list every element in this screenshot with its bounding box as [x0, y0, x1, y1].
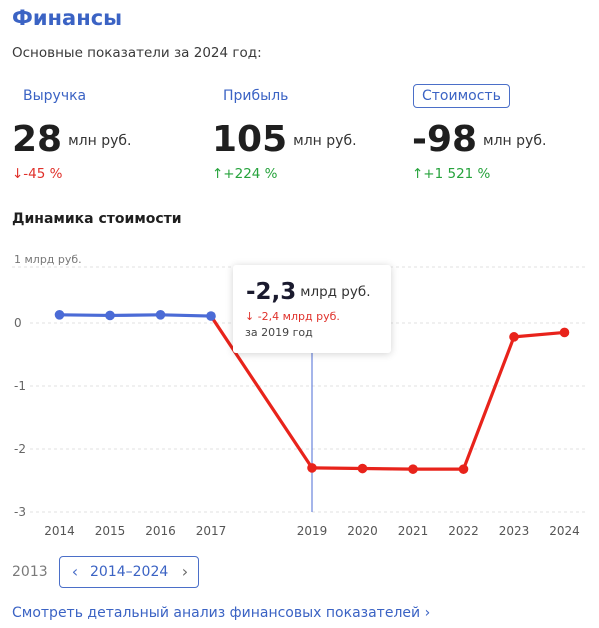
data-point-2016: [155, 310, 166, 320]
range-current: 2014–2024: [90, 564, 169, 580]
x-tick-label: 2019: [297, 524, 328, 538]
data-point-2020: [357, 463, 368, 474]
series-segment: [209, 314, 314, 470]
revenue-unit: млн руб.: [68, 133, 132, 149]
series-segment: [108, 313, 163, 318]
y-tick-label: -2: [14, 442, 26, 456]
data-point-2015: [105, 310, 115, 321]
cost-unit: млн руб.: [483, 133, 547, 149]
detailed-analysis-link[interactable]: Смотреть детальный анализ финансовых пок…: [12, 605, 431, 621]
y-tick-label: -1: [14, 379, 26, 393]
tooltip-delta: ↓ -2,4 млрд руб.: [245, 310, 340, 323]
chart-tooltip: -2,3 млрд руб. ↓ -2,4 млрд руб. за 2019 г…: [233, 265, 391, 353]
section-subtitle: Основные показатели за 2024 год:: [12, 45, 262, 61]
data-point-2019: [307, 463, 317, 473]
x-tick-label: 2023: [499, 524, 530, 538]
x-tick-label: 2014: [44, 524, 75, 538]
profit-value: 105 млн руб.: [212, 118, 357, 163]
data-point-2024: [559, 327, 570, 338]
data-point-2017: [206, 311, 216, 321]
x-tick-label: 2022: [448, 524, 479, 538]
profit-change: ↑+224 %: [212, 166, 278, 182]
series-segment: [512, 330, 567, 339]
revenue-value: 28 млн руб.: [12, 118, 131, 163]
section-title: Финансы: [12, 6, 123, 30]
revenue-number: 28: [12, 119, 63, 160]
range-previous-link[interactable]: 2013: [12, 564, 48, 580]
chart-title: Динамика стоимости: [12, 211, 182, 227]
series-segment: [360, 466, 415, 471]
tooltip-unit: млрд руб.: [300, 284, 371, 300]
tooltip-period: за 2019 год: [245, 326, 313, 339]
y-tick-label: 0: [14, 316, 22, 330]
value-line-chart: 1 млрд руб. 0 -1 -2 -3 2014 2015 2016 2017 2019 20…: [12, 253, 588, 538]
x-tick-label: 2016: [145, 524, 176, 538]
data-point-2014: [54, 310, 65, 320]
series-segment: [461, 335, 516, 471]
x-tick-label: 2024: [549, 524, 580, 538]
x-tick-label: 2017: [196, 524, 227, 538]
tooltip-number: -2,3: [246, 279, 297, 305]
tab-value[interactable]: Стоимость: [413, 84, 510, 108]
y-axis-label: 1 млрд руб.: [14, 253, 82, 266]
range-selector: ‹ 2014–2024 ›: [59, 556, 199, 588]
profit-unit: млн руб.: [293, 133, 357, 149]
tab-revenue[interactable]: Выручка: [23, 88, 87, 104]
chevron-left-icon[interactable]: ‹: [71, 562, 79, 581]
y-tick-label: -3: [14, 505, 26, 519]
cost-number: -98: [412, 119, 478, 160]
series-segment: [158, 313, 213, 318]
cost-value: -98 млн руб.: [412, 118, 546, 163]
x-tick-label: 2021: [398, 524, 429, 538]
tooltip-value: -2,3 млрд руб.: [246, 279, 370, 305]
data-point-2023: [509, 332, 519, 342]
chevron-right-icon[interactable]: ›: [181, 562, 189, 581]
x-tick-label: 2015: [95, 524, 126, 538]
cost-change: ↑+1 521 %: [412, 166, 491, 182]
series-segment: [310, 466, 365, 471]
x-tick-label: 2020: [347, 524, 378, 538]
data-point-2021: [408, 464, 418, 474]
tab-profit[interactable]: Прибыль: [223, 88, 289, 104]
revenue-change: ↓-45 %: [12, 166, 63, 182]
series-segment: [57, 313, 112, 318]
data-point-2022: [458, 464, 469, 474]
profit-number: 105: [212, 119, 288, 160]
